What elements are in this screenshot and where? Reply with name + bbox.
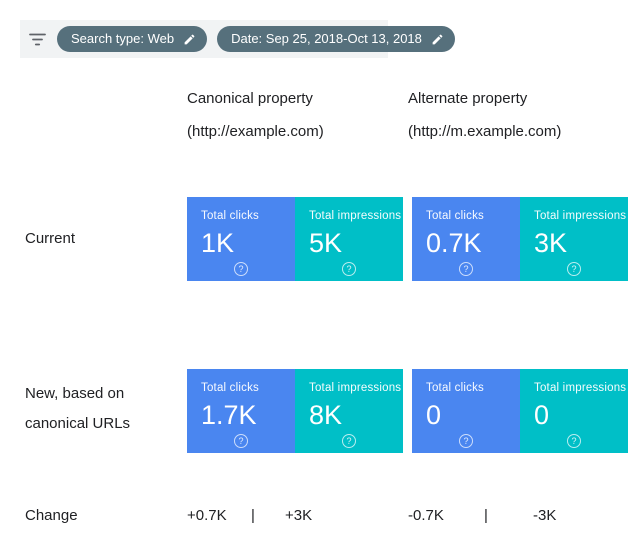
filter-list-icon-svg — [29, 33, 46, 45]
row-label-new-line2: canonical URLs — [25, 415, 131, 432]
help-icon[interactable]: ? — [459, 262, 473, 276]
metric-card-new-canonical-impressions: Total impressions 8K ? — [295, 369, 403, 453]
change-alternate-clicks: -0.7K — [408, 507, 444, 524]
change-alternate-impressions: -3K — [533, 507, 557, 524]
help-icon[interactable]: ? — [234, 262, 248, 276]
pencil-icon-svg — [432, 34, 443, 44]
row-label-current: Current — [25, 230, 75, 247]
help-icon-glyph: ? — [463, 435, 469, 446]
row-label-new-line1: New, based on — [25, 385, 125, 402]
metric-label: Total impressions — [534, 382, 627, 394]
search-type-chip-label: Search type: Web — [71, 31, 175, 46]
metric-value: 0 — [426, 400, 442, 430]
help-icon[interactable]: ? — [567, 434, 581, 448]
metric-card-current-canonical-impressions: Total impressions 5K ? — [295, 197, 403, 281]
metric-value: 1.7K — [201, 400, 257, 430]
metric-value: 1K — [201, 228, 235, 258]
help-icon-glyph: ? — [463, 263, 469, 274]
metric-label: Total clicks — [201, 382, 259, 394]
pencil-icon[interactable] — [431, 33, 444, 46]
pencil-icon-svg — [184, 34, 195, 44]
row-label-current-text: Current — [25, 230, 76, 247]
alternate-property-url: (http://m.example.com) — [408, 123, 562, 140]
metric-card-new-alternate-impressions: Total impressions 0 ? — [520, 369, 628, 453]
help-icon-glyph: ? — [238, 435, 244, 446]
metric-label: Total impressions — [309, 382, 402, 394]
date-range-chip-label: Date: Sep 25, 2018-Oct 13, 2018 — [231, 31, 422, 46]
canonical-property-url: (http://example.com) — [187, 123, 324, 140]
row-label-new-canonical: New, based on canonical URLs — [25, 385, 130, 432]
help-icon-glyph: ? — [571, 435, 577, 446]
metric-label: Total clicks — [426, 382, 484, 394]
metric-label: Total clicks — [201, 210, 259, 222]
metric-card-current-alternate-clicks: Total clicks 0.7K ? — [412, 197, 520, 281]
change-separator: | — [251, 507, 255, 524]
help-icon-glyph: ? — [346, 435, 352, 446]
metric-value: 5K — [309, 228, 343, 258]
metric-label: Total impressions — [534, 210, 627, 222]
help-icon-glyph: ? — [238, 263, 244, 274]
metric-label: Total clicks — [426, 210, 484, 222]
filter-bar: Search type: Web Date: Sep 25, 2018-Oct … — [20, 20, 455, 58]
help-icon-glyph: ? — [571, 263, 577, 274]
pencil-icon[interactable] — [183, 33, 196, 46]
metric-card-new-alternate-clicks: Total clicks 0 ? — [412, 369, 520, 453]
search-type-chip[interactable]: Search type: Web — [57, 26, 208, 52]
alternate-property-header: Alternate property (http://m.example.com… — [408, 90, 561, 140]
canonical-property-header: Canonical property (http://example.com) — [187, 90, 324, 140]
change-separator: | — [484, 507, 488, 524]
help-icon[interactable]: ? — [234, 434, 248, 448]
metric-card-new-canonical-clicks: Total clicks 1.7K ? — [187, 369, 295, 453]
metric-card-current-alternate-impressions: Total impressions 3K ? — [520, 197, 628, 281]
metric-value: 8K — [309, 400, 343, 430]
metric-value: 3K — [534, 228, 568, 258]
metric-label: Total impressions — [309, 210, 402, 222]
help-icon[interactable]: ? — [342, 434, 356, 448]
alternate-property-title: Alternate property — [408, 90, 528, 107]
filter-list-icon[interactable] — [29, 28, 46, 50]
change-canonical-impressions: +3K — [285, 507, 313, 524]
metric-value: 0 — [534, 400, 550, 430]
date-range-chip[interactable]: Date: Sep 25, 2018-Oct 13, 2018 — [217, 26, 455, 52]
canonical-property-title: Canonical property — [187, 90, 313, 107]
help-icon[interactable]: ? — [459, 434, 473, 448]
help-icon[interactable]: ? — [342, 262, 356, 276]
help-icon[interactable]: ? — [567, 262, 581, 276]
metric-card-current-canonical-clicks: Total clicks 1K ? — [187, 197, 295, 281]
help-icon-glyph: ? — [346, 263, 352, 274]
change-canonical-clicks: +0.7K — [187, 507, 227, 524]
metric-value: 0.7K — [426, 228, 482, 258]
row-label-change: Change — [25, 507, 78, 524]
